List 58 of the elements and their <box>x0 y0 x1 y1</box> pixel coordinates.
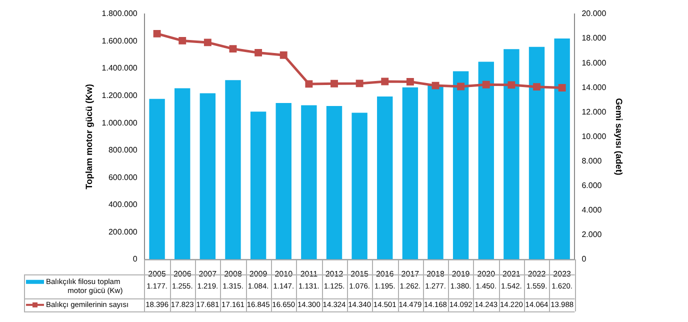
y2-tick-label: 12.000 <box>582 107 607 116</box>
point <box>280 51 288 59</box>
bar <box>225 80 241 260</box>
bar <box>504 49 520 260</box>
y-axis-title: Toplam motor gücü (Kw) <box>84 84 94 190</box>
bar <box>326 106 342 260</box>
y-tick-label: 1.400.000 <box>102 64 138 73</box>
point <box>533 83 540 91</box>
point <box>558 84 566 92</box>
y-tick-label: 1.800.000 <box>102 9 138 18</box>
y-tick-label: 1.000.000 <box>102 118 138 128</box>
point <box>482 80 490 88</box>
y-tick-label: 600.000 <box>108 172 138 182</box>
bar <box>478 62 494 260</box>
bar <box>301 105 317 260</box>
point <box>229 45 237 53</box>
point <box>153 30 161 38</box>
point <box>178 36 186 44</box>
y2-tick-label: 0 <box>582 254 587 264</box>
bar <box>200 93 216 260</box>
bar <box>276 103 292 260</box>
y2-tick-label: 10.000 <box>582 132 607 141</box>
point <box>305 80 313 88</box>
y-tick-label: 400.000 <box>108 200 138 210</box>
y-tick-label: 800.000 <box>108 146 138 155</box>
point <box>432 82 440 90</box>
x-tick-label: 2021 <box>502 269 521 278</box>
point <box>457 82 465 90</box>
point <box>204 38 212 46</box>
bar <box>452 71 469 260</box>
bar <box>250 112 266 260</box>
point <box>330 80 338 88</box>
y2-axis-title: Gemi sayısı (adet) <box>614 98 624 176</box>
bar <box>149 98 165 260</box>
y2-tick-label: 16.000 <box>582 58 607 68</box>
y-tick-label: 1.200.000 <box>102 91 138 100</box>
bar <box>428 85 444 260</box>
y-tick-label: 0 <box>132 254 138 264</box>
bar <box>402 87 418 260</box>
y-tick-label: 1.600.000 <box>102 36 138 46</box>
point <box>381 78 389 86</box>
bar <box>554 38 570 260</box>
y2-tick-label: 6.000 <box>582 180 602 190</box>
point <box>254 48 262 56</box>
y-tick-label: 200.000 <box>108 227 138 236</box>
bar <box>352 112 368 260</box>
y2-tick-label: 14.000 <box>582 82 607 92</box>
point <box>356 80 364 88</box>
y2-tick-label: 18.000 <box>582 34 607 43</box>
bar <box>377 96 393 260</box>
y2-tick-label: 8.000 <box>582 156 602 166</box>
point <box>508 81 516 89</box>
y2-tick-label: 20.000 <box>582 9 607 18</box>
y2-tick-label: 2.000 <box>582 230 602 240</box>
bar <box>174 88 190 260</box>
y2-tick-label: 4.000 <box>582 206 602 215</box>
bar <box>528 46 545 260</box>
point <box>406 78 414 86</box>
